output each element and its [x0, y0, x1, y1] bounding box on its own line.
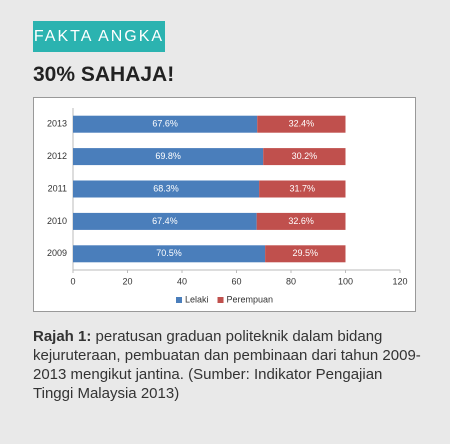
bar-segment [73, 212, 257, 230]
legend-swatch [217, 297, 224, 303]
caption: Rajah 1: peratusan graduan politeknik da… [33, 327, 425, 403]
caption-text: peratusan graduan politeknik dalam bidan… [33, 328, 421, 402]
bar-segment [259, 180, 346, 198]
y-tick-label: 2009 [47, 248, 67, 258]
y-tick-label: 2010 [47, 216, 67, 226]
legend-label: Lelaki [185, 294, 209, 304]
legend-label: Perempuan [227, 294, 274, 304]
value-label: 31.7% [290, 183, 316, 193]
chart: 0 20 40 60 80 100 120 2013 67.6% 32.4% 2012 69.8% 30… [47, 108, 408, 304]
x-tick-label: 20 [122, 276, 132, 286]
chart-frame: 0 20 40 60 80 100 120 2013 67.6% 32.4% 2012 69.8% 30… [33, 97, 416, 312]
y-tick-label: 2011 [48, 183, 67, 193]
bar-segment [73, 115, 258, 133]
value-label: 69.8% [155, 151, 181, 161]
value-label: 68.3% [153, 183, 179, 193]
x-tick-label: 120 [392, 276, 407, 286]
x-tick-label: 80 [286, 276, 296, 286]
bar-segment [73, 148, 264, 166]
bar-segment [73, 245, 266, 263]
bar-segment [256, 212, 346, 230]
legend-swatch [176, 297, 182, 303]
x-tick-label: 0 [70, 276, 75, 286]
bar-segment [257, 115, 346, 133]
value-label: 32.4% [289, 119, 315, 129]
value-label: 30.2% [292, 151, 318, 161]
x-tick-label: 100 [338, 276, 353, 286]
x-tick-label: 60 [231, 276, 241, 286]
y-tick-label: 2012 [47, 151, 67, 161]
value-label: 70.5% [156, 248, 182, 258]
value-label: 67.4% [152, 216, 178, 226]
bar-segment [265, 245, 346, 263]
value-label: 29.5% [293, 248, 319, 258]
x-tick-label: 40 [177, 276, 187, 286]
bar-segment [73, 180, 260, 198]
bar-segment [263, 148, 346, 166]
caption-label: Rajah 1: [33, 328, 92, 345]
value-label: 32.6% [288, 216, 314, 226]
header-badge: FAKTA ANGKA [33, 21, 165, 52]
headline: 30% SAHAJA! [33, 63, 175, 86]
y-tick-label: 2013 [47, 119, 67, 129]
value-label: 67.6% [152, 119, 178, 129]
